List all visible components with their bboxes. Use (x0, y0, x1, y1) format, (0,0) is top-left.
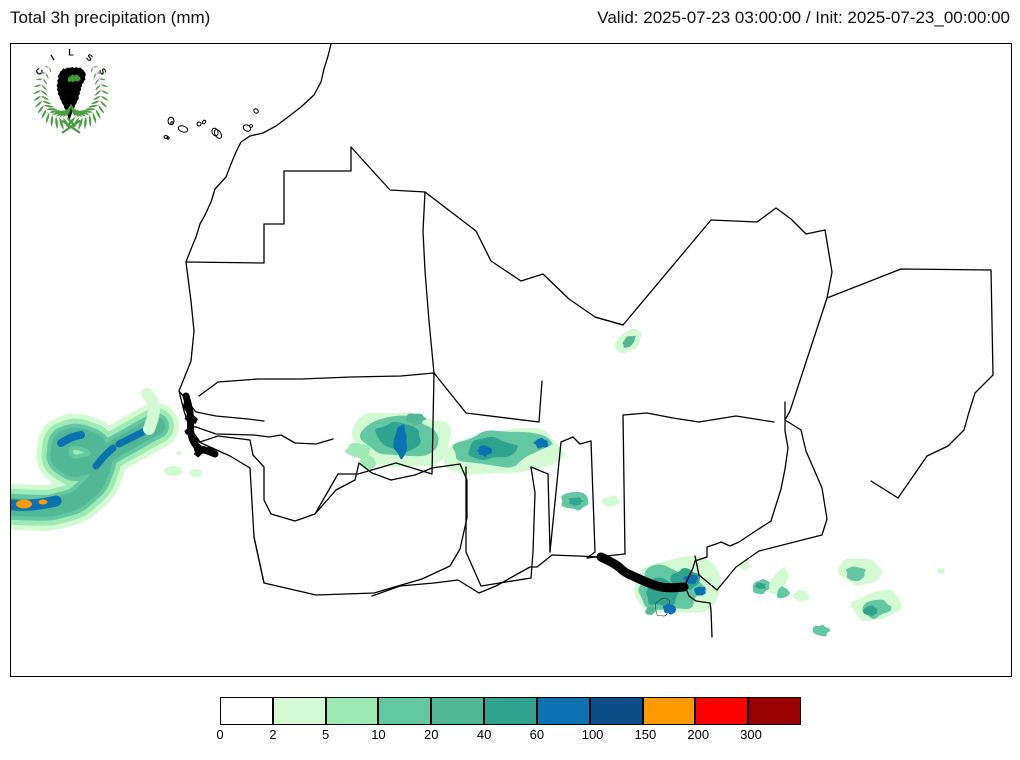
svg-text:I: I (49, 53, 56, 63)
svg-text:S: S (97, 67, 109, 77)
svg-text:S: S (84, 52, 94, 64)
svg-text:L: L (68, 48, 74, 57)
svg-text:C: C (33, 66, 45, 77)
